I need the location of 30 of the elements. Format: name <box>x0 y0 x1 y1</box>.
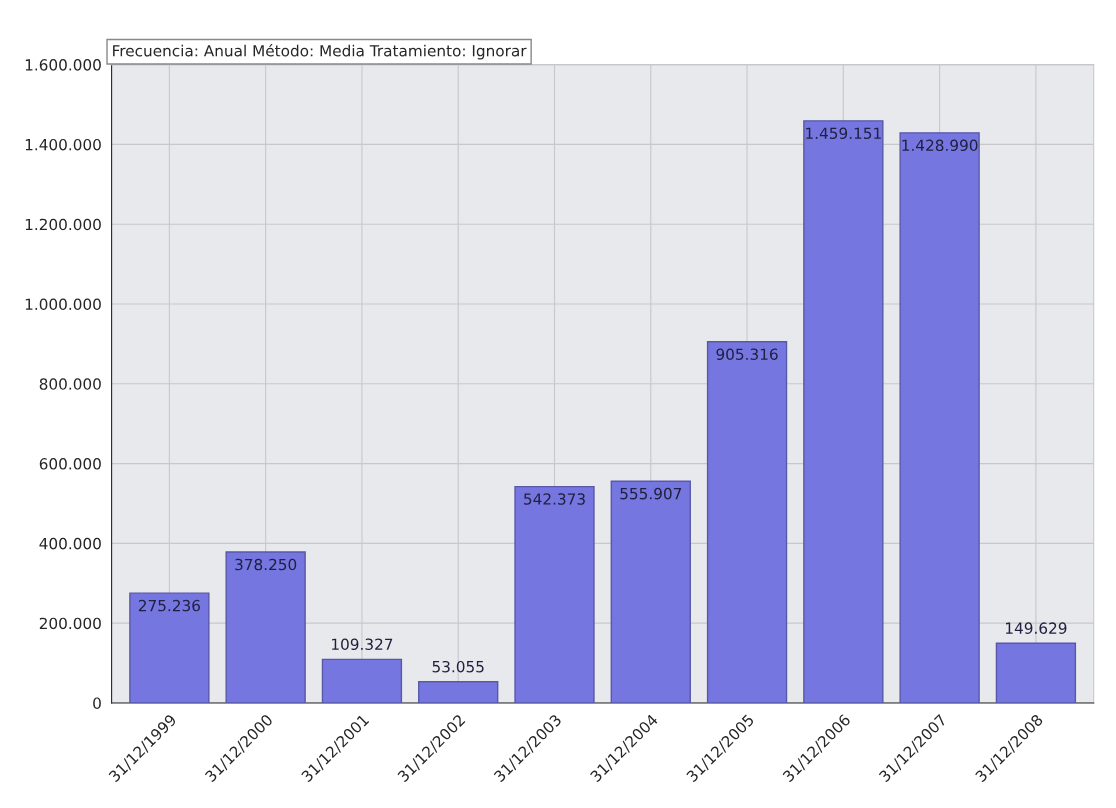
bar <box>899 132 980 703</box>
y-tick-label: 1.000.000 <box>25 298 101 311</box>
y-tick-label: 1.400.000 <box>25 138 101 151</box>
bar <box>995 642 1077 703</box>
bar <box>225 551 306 703</box>
bar <box>803 120 884 703</box>
data-label: 149.629 <box>1006 622 1067 634</box>
y-tick-label: 800.000 <box>39 378 101 390</box>
data-label: 1.428.990 <box>902 139 978 152</box>
y-tick-label: 1.200.000 <box>25 218 101 231</box>
data-label: 53.055 <box>432 660 484 673</box>
bar <box>418 681 499 703</box>
data-label: 1.459.151 <box>806 127 881 140</box>
data-label: 555.907 <box>620 487 682 500</box>
bar <box>129 592 210 703</box>
data-label: 109.327 <box>332 638 393 650</box>
data-label: 542.373 <box>524 493 585 505</box>
data-label: 275.236 <box>138 599 200 612</box>
bar <box>321 658 403 703</box>
y-tick-label: 600.000 <box>39 458 101 470</box>
bar <box>610 480 691 703</box>
bar <box>514 485 595 703</box>
y-tick-label: 1.600.000 <box>25 59 101 71</box>
data-label: 905.316 <box>716 348 778 360</box>
chart-title: Frecuencia: Anual Método: Media Tratamiento: Ignorar <box>113 44 527 60</box>
bar <box>706 341 788 703</box>
y-tick-label: 200.000 <box>39 617 101 630</box>
y-tick-label: 400.000 <box>39 537 101 550</box>
y-tick-label: 0 <box>93 697 101 709</box>
data-label: 378.250 <box>235 558 297 571</box>
